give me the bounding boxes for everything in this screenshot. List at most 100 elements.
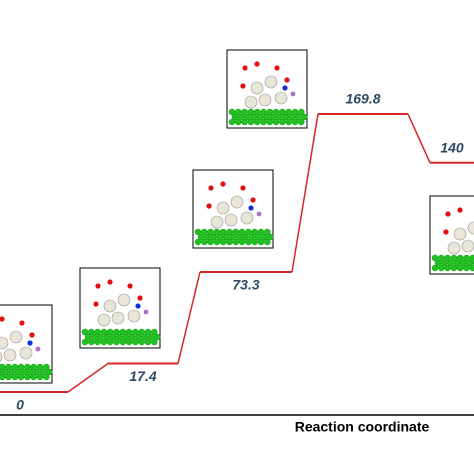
carbon-atom — [298, 118, 305, 126]
carbon-atom — [141, 333, 148, 341]
carbon-atom — [151, 338, 158, 346]
value-label: 17.4 — [129, 368, 156, 384]
carbon-atom — [447, 259, 454, 267]
connector — [177, 271, 201, 364]
carbon-atom — [5, 363, 12, 371]
carbon-atom — [17, 373, 25, 381]
carbon-atom — [125, 328, 133, 336]
carbon-atom — [194, 228, 202, 236]
oxygen-atom — [240, 185, 246, 191]
carbon-atom — [226, 228, 233, 236]
value-label: 140 — [440, 139, 464, 155]
carbon-atom — [213, 228, 221, 236]
carbon-atom — [291, 108, 299, 116]
carbon-atom — [241, 118, 248, 126]
metal-atom — [467, 221, 474, 235]
carbon-atom — [27, 368, 34, 376]
carbon-atom — [253, 118, 261, 126]
carbon-atom — [241, 108, 248, 116]
metal-atom — [264, 75, 278, 89]
carbon-atom — [33, 368, 40, 376]
carbon-atom — [257, 238, 265, 246]
carbon-atom — [210, 233, 217, 241]
nitrogen-atom — [248, 205, 254, 211]
x-axis-label: Reaction coordinate — [295, 419, 430, 435]
carbon-atom — [279, 118, 286, 126]
carbon-atom — [459, 259, 467, 267]
carbon-atom — [434, 259, 442, 267]
oxygen-atom — [19, 320, 25, 326]
other-atom — [290, 91, 296, 97]
carbon-atom — [264, 238, 271, 246]
carbon-atom — [1, 368, 9, 376]
other-atom — [256, 211, 262, 217]
metal-atom — [453, 227, 467, 241]
carbon-atom — [147, 333, 155, 341]
carbon-atom — [245, 238, 252, 246]
metal-atom — [210, 215, 224, 229]
metal-atom — [0, 352, 3, 362]
carbon-atom — [24, 363, 31, 371]
carbon-atom — [272, 108, 280, 116]
carbon-atom — [106, 338, 114, 346]
connector — [407, 113, 431, 164]
carbon-atom — [301, 113, 308, 121]
metal-atom — [127, 309, 141, 323]
carbon-atom — [109, 333, 117, 341]
carbon-atom — [238, 238, 246, 246]
oxygen-atom — [284, 77, 290, 83]
carbon-atom — [204, 233, 211, 241]
connector — [67, 362, 109, 393]
carbon-atom — [138, 338, 145, 346]
carbon-atom — [232, 238, 240, 246]
carbon-atom — [260, 118, 267, 126]
carbon-atom — [438, 264, 445, 272]
carbon-atom — [151, 328, 158, 336]
carbon-atom — [285, 118, 292, 126]
carbon-atom — [466, 259, 473, 267]
metal-atom — [244, 95, 258, 109]
carbon-atom — [132, 328, 139, 336]
carbon-atom — [122, 333, 130, 341]
carbon-atom — [456, 264, 464, 272]
oxygen-atom — [250, 197, 256, 203]
carbon-atom — [119, 328, 127, 336]
carbon-atom — [241, 233, 249, 241]
oxygen-atom — [274, 65, 280, 71]
carbon-atom — [194, 238, 202, 246]
carbon-atom — [20, 368, 28, 376]
metal-atom — [461, 239, 474, 253]
carbon-atom — [100, 328, 108, 336]
carbon-atom — [116, 333, 123, 341]
carbon-atom — [36, 373, 44, 381]
nitrogen-atom — [135, 303, 141, 309]
carbon-atom — [81, 338, 89, 346]
carbon-atom — [128, 333, 136, 341]
carbon-atom — [444, 264, 451, 272]
carbon-atom — [260, 108, 267, 116]
carbon-atom — [30, 373, 37, 381]
carbon-atom — [264, 228, 271, 236]
oxygen-atom — [457, 207, 463, 213]
carbon-atom — [11, 373, 19, 381]
carbon-atom — [247, 108, 255, 116]
carbon-atom — [229, 233, 236, 241]
carbon-atom — [43, 363, 50, 371]
carbon-atom — [450, 254, 458, 262]
carbon-atom — [11, 363, 19, 371]
carbon-atom — [463, 254, 470, 262]
carbon-atom — [43, 373, 50, 381]
oxygen-atom — [220, 181, 226, 187]
carbon-atom — [5, 373, 12, 381]
carbon-atom — [254, 233, 261, 241]
metal-atom — [216, 201, 230, 215]
value-label: 169.8 — [345, 91, 380, 107]
carbon-atom — [431, 264, 439, 272]
carbon-atom — [219, 238, 227, 246]
carbon-atom — [235, 118, 242, 126]
carbon-atom — [469, 254, 474, 262]
oxygen-atom — [95, 283, 101, 289]
oxygen-atom — [445, 211, 451, 217]
carbon-atom — [132, 338, 139, 346]
